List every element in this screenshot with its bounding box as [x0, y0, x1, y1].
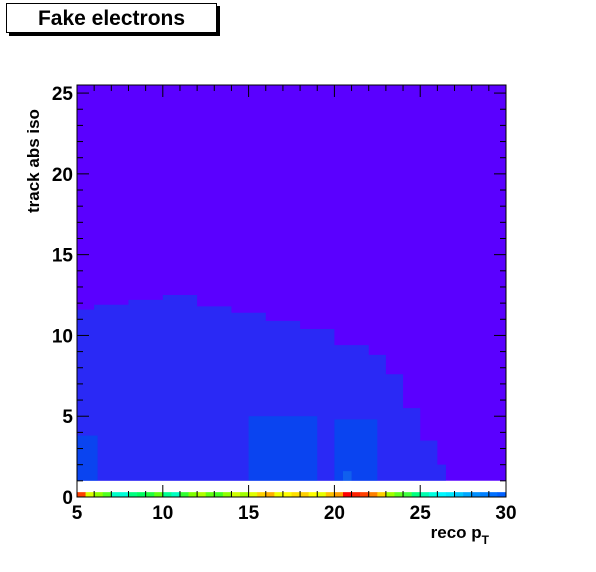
heatmap-bin — [171, 492, 181, 497]
heatmap-bin — [300, 492, 309, 497]
plot-area — [77, 85, 507, 497]
heatmap-bin — [308, 492, 318, 497]
x-tick-label: 10 — [152, 503, 173, 524]
heatmap-bin — [257, 492, 267, 497]
heatmap-region-high — [334, 419, 378, 481]
heatmap-bin — [360, 492, 370, 497]
x-axis-title-subscript: T — [482, 533, 490, 547]
heatmap-bin — [188, 492, 198, 497]
heatmap-bin — [368, 492, 378, 497]
heatmap-bin — [128, 492, 138, 497]
x-tick-label: 30 — [495, 503, 516, 524]
heatmap-bin — [454, 492, 464, 497]
heatmap-bin — [394, 492, 404, 497]
x-axis-title: reco pT — [431, 523, 490, 547]
title-box: Fake electrons — [6, 3, 217, 33]
x-tick-label: 15 — [238, 503, 260, 524]
heatmap-bin — [497, 492, 507, 497]
heatmap-bin — [420, 492, 430, 497]
y-tick-label: 10 — [52, 326, 73, 347]
x-tick-label: 25 — [410, 503, 432, 524]
heatmap-bin — [317, 492, 327, 497]
heatmap-bin — [385, 492, 395, 497]
heatmap-bin — [85, 492, 95, 497]
heatmap-bin — [137, 492, 146, 497]
heatmap-bin — [403, 492, 412, 497]
heatmap-bin — [231, 492, 241, 497]
heatmap-bin — [179, 492, 189, 497]
heatmap-bin — [102, 492, 112, 497]
x-tick-label: 20 — [324, 503, 345, 524]
heatmap-bin — [488, 492, 498, 497]
y-tick-label: 25 — [52, 84, 74, 105]
y-tick-label: 0 — [62, 488, 73, 509]
heatmap-bin — [162, 492, 172, 497]
heatmap-region-high — [248, 416, 318, 481]
chart-title: Fake electrons — [37, 7, 186, 30]
heatmap-bin — [480, 492, 490, 497]
y-tick-label: 15 — [52, 246, 74, 267]
heatmap-bin — [214, 492, 224, 497]
heatmap-bin — [248, 492, 258, 497]
heatmap-bin — [119, 492, 129, 497]
heatmap-bin — [411, 492, 421, 497]
plot-frame — [76, 84, 507, 498]
heatmap-bin — [274, 492, 284, 497]
heatmap-bin — [145, 492, 155, 497]
heatmap-bin — [197, 492, 206, 497]
heatmap-empty-row — [77, 480, 506, 493]
heatmap-bin — [325, 492, 335, 497]
y-axis-title: track abs iso — [24, 109, 43, 213]
heatmap-region-high — [77, 435, 98, 481]
heatmap-bin — [282, 492, 292, 497]
x-tick-label: 5 — [72, 503, 83, 524]
heatmap-bin — [77, 492, 86, 497]
heatmap-bin — [342, 492, 352, 497]
heatmap-bin — [463, 492, 472, 497]
heatmap-bin — [445, 492, 455, 497]
heatmap-bin — [154, 492, 164, 497]
heatmap-bin — [437, 492, 447, 497]
heatmap-bin — [291, 492, 301, 497]
heatmap-bin — [471, 492, 481, 497]
heatmap-bin — [265, 492, 275, 497]
heatmap-bin — [222, 492, 232, 497]
heatmap-bin — [240, 492, 249, 497]
y-tick-label: 5 — [62, 407, 73, 428]
heatmap-bin — [205, 492, 215, 497]
heatmap-bin — [94, 492, 104, 497]
heatmap-bin-peak — [342, 471, 352, 481]
heatmap-bin — [428, 492, 438, 497]
x-axis-title-main: reco p — [431, 523, 482, 542]
heatmap-bin — [334, 492, 344, 497]
heatmap-bin — [111, 492, 121, 497]
heatmap-bin — [377, 492, 387, 497]
y-tick-label: 20 — [52, 165, 73, 186]
heatmap-bin — [351, 492, 361, 497]
